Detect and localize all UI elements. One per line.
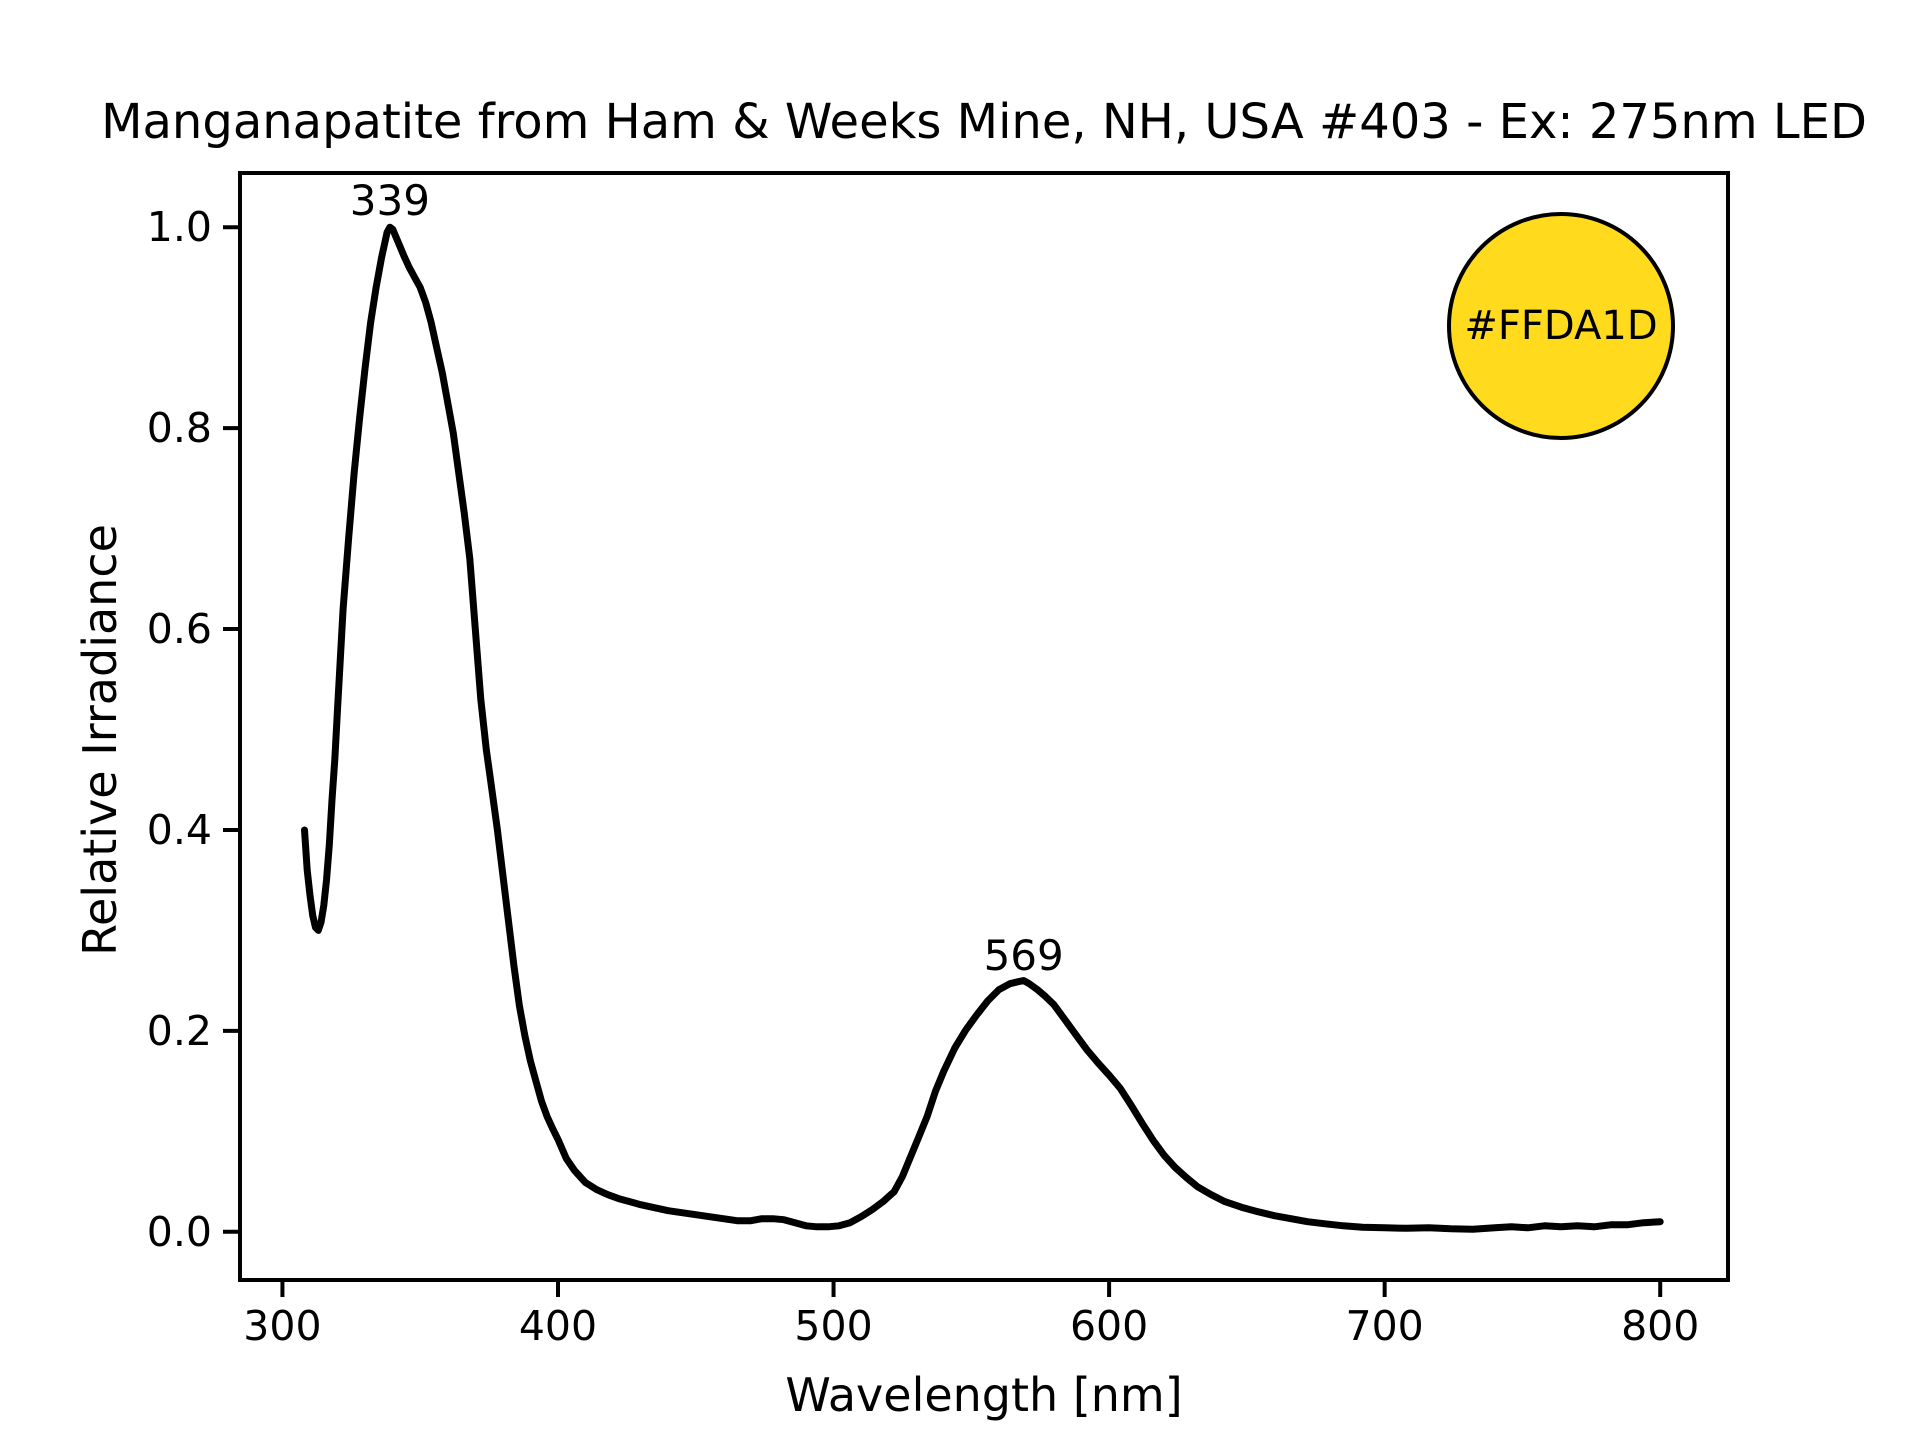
y-tick-label: 0.6 xyxy=(147,605,212,653)
color-swatch-circle: #FFDA1D xyxy=(1447,212,1675,440)
chart-title: Manganapatite from Ham & Weeks Mine, NH,… xyxy=(101,94,1867,150)
x-tick-label: 300 xyxy=(243,1302,321,1350)
spectrum-curve xyxy=(301,223,1664,1233)
y-axis-label: Relative Irradiance xyxy=(73,524,127,956)
y-tick-label: 0.4 xyxy=(147,806,212,854)
plot-area xyxy=(238,171,1730,1282)
x-tick-label: 600 xyxy=(1070,1302,1148,1350)
x-tick-label: 700 xyxy=(1346,1302,1424,1350)
x-tick-label: 500 xyxy=(794,1302,872,1350)
y-tick-label: 0.0 xyxy=(147,1208,212,1256)
y-tick-label: 1.0 xyxy=(147,203,212,251)
x-tick-label: 400 xyxy=(519,1302,597,1350)
peak-annotation-569: 569 xyxy=(983,930,1064,980)
y-tick-label: 0.2 xyxy=(147,1007,212,1055)
y-tick-label: 0.8 xyxy=(147,404,212,452)
x-axis-label: Wavelength [nm] xyxy=(785,1368,1183,1422)
color-swatch-label: #FFDA1D xyxy=(1464,303,1658,349)
peak-annotation-339: 339 xyxy=(349,176,430,226)
x-tick-label: 800 xyxy=(1621,1302,1699,1350)
